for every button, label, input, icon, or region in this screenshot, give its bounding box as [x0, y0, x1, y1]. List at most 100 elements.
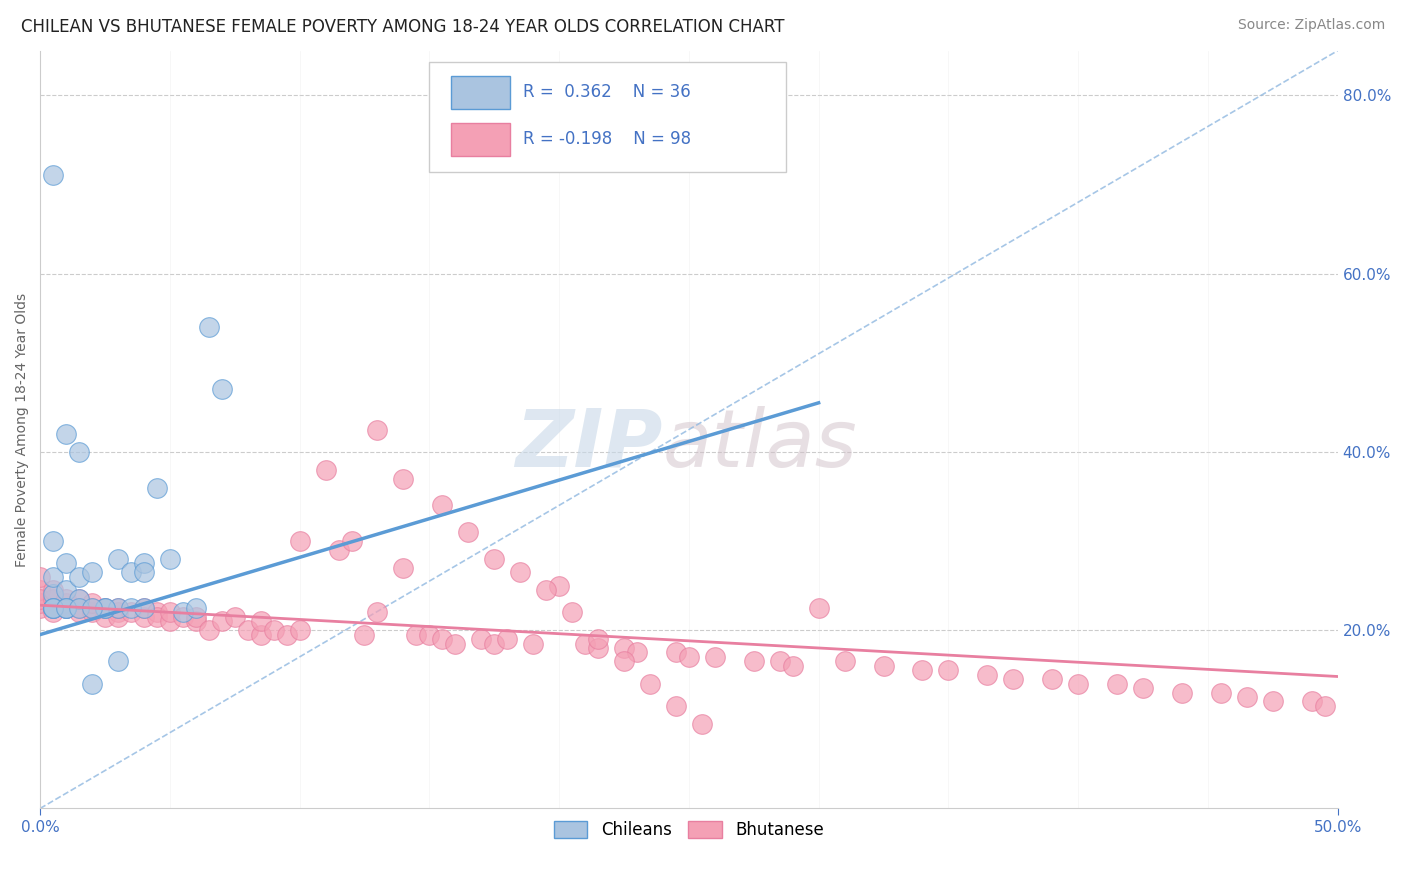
Point: [703, 649, 725, 664]
Point: [30, 582, 52, 597]
Point: [42, 600, 65, 615]
Point: [107, 600, 129, 615]
Point: [42, 600, 65, 615]
Point: [159, 605, 181, 619]
Point: [42, 605, 65, 619]
Point: [366, 423, 388, 437]
Point: [120, 605, 142, 619]
Point: [457, 525, 479, 540]
Point: [55, 427, 77, 442]
Point: [911, 663, 934, 677]
Point: [55, 600, 77, 615]
Point: [132, 600, 155, 615]
Point: [67, 605, 90, 619]
Point: [42, 533, 65, 548]
Point: [146, 605, 169, 619]
Point: [42, 169, 65, 183]
Point: [172, 609, 194, 624]
Point: [30, 591, 52, 606]
Point: [132, 565, 155, 579]
Point: [548, 578, 571, 592]
Point: [1261, 694, 1284, 708]
Point: [405, 627, 427, 641]
Point: [834, 654, 856, 668]
Point: [107, 600, 129, 615]
Point: [42, 587, 65, 601]
Point: [159, 551, 181, 566]
Point: [392, 560, 415, 574]
Point: [1040, 672, 1063, 686]
Point: [484, 636, 506, 650]
Point: [107, 654, 129, 668]
Point: [1236, 690, 1258, 704]
FancyBboxPatch shape: [429, 62, 786, 172]
Y-axis label: Female Poverty Among 18-24 Year Olds: Female Poverty Among 18-24 Year Olds: [15, 293, 30, 566]
Point: [1002, 672, 1025, 686]
Point: [665, 698, 688, 713]
Point: [55, 600, 77, 615]
Point: [67, 445, 90, 459]
Text: R =  0.362    N = 36: R = 0.362 N = 36: [523, 84, 690, 102]
Point: [586, 640, 609, 655]
Point: [418, 627, 440, 641]
Point: [80, 596, 103, 610]
Point: [807, 600, 830, 615]
Point: [782, 658, 804, 673]
Point: [522, 636, 544, 650]
Point: [626, 645, 648, 659]
Point: [132, 609, 155, 624]
Text: CHILEAN VS BHUTANESE FEMALE POVERTY AMONG 18-24 YEAR OLDS CORRELATION CHART: CHILEAN VS BHUTANESE FEMALE POVERTY AMON…: [21, 18, 785, 36]
Text: Source: ZipAtlas.com: Source: ZipAtlas.com: [1237, 18, 1385, 32]
Bar: [451, 76, 510, 109]
Point: [107, 551, 129, 566]
Point: [976, 667, 998, 681]
Point: [1209, 685, 1232, 699]
Point: [236, 623, 259, 637]
Point: [132, 600, 155, 615]
Point: [353, 627, 375, 641]
Point: [263, 623, 285, 637]
Point: [67, 600, 90, 615]
Point: [690, 716, 713, 731]
Point: [224, 609, 246, 624]
Text: atlas: atlas: [662, 406, 858, 483]
Point: [197, 320, 219, 334]
Point: [94, 609, 117, 624]
Point: [146, 609, 169, 624]
Point: [80, 565, 103, 579]
Point: [30, 600, 52, 615]
Point: [872, 658, 894, 673]
Point: [55, 591, 77, 606]
Point: [42, 569, 65, 583]
Point: [1313, 698, 1336, 713]
Point: [1105, 676, 1128, 690]
Point: [42, 600, 65, 615]
Point: [328, 542, 350, 557]
Point: [67, 591, 90, 606]
Point: [432, 499, 454, 513]
Point: [276, 627, 298, 641]
Point: [146, 481, 169, 495]
Point: [211, 383, 233, 397]
Point: [184, 609, 207, 624]
Point: [638, 676, 661, 690]
Point: [1132, 681, 1154, 695]
Point: [769, 654, 792, 668]
Point: [42, 591, 65, 606]
Point: [534, 582, 557, 597]
Point: [496, 632, 519, 646]
Point: [249, 614, 271, 628]
Point: [55, 582, 77, 597]
Point: [30, 569, 52, 583]
Point: [159, 614, 181, 628]
Point: [484, 551, 506, 566]
Point: [55, 600, 77, 615]
Point: [67, 591, 90, 606]
Point: [574, 636, 596, 650]
Point: [30, 596, 52, 610]
Point: [80, 676, 103, 690]
Point: [197, 623, 219, 637]
Point: [509, 565, 531, 579]
Bar: [451, 123, 510, 156]
Point: [67, 569, 90, 583]
